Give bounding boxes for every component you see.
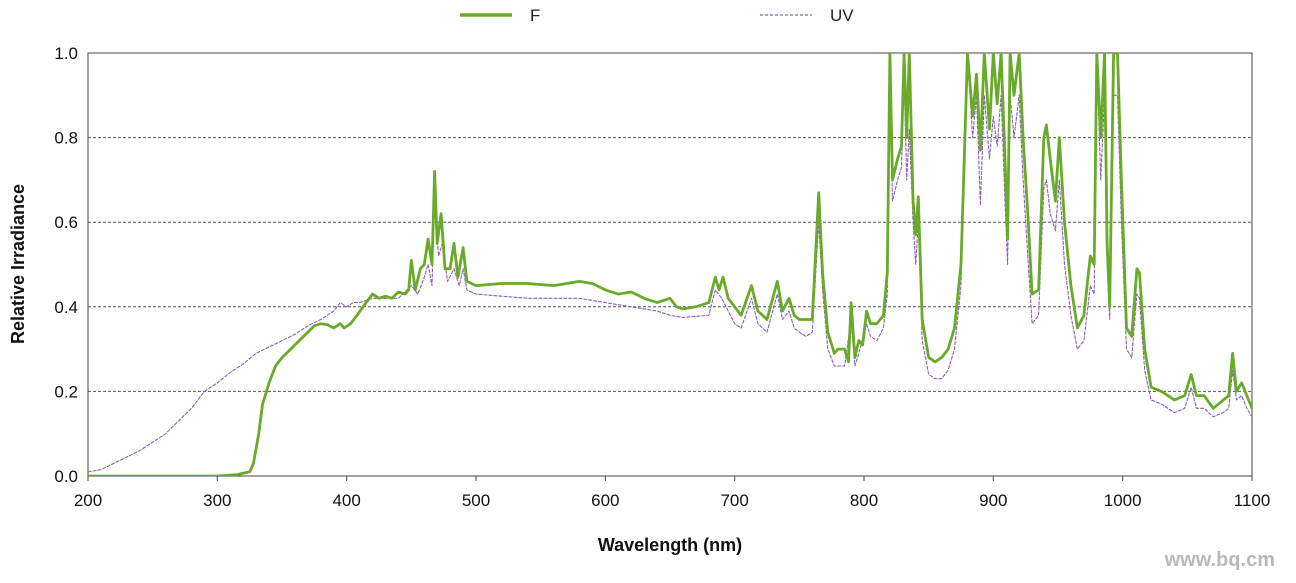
x-tick-label: 900: [979, 491, 1007, 510]
legend-label-f: F: [530, 6, 540, 25]
x-tick-label: 1100: [1234, 491, 1271, 510]
y-tick-labels: 0.0 0.2 0.4 0.6 0.8 1.0: [54, 44, 1253, 486]
y-tick-label: 0.8: [54, 129, 78, 148]
x-tick-label: 300: [203, 491, 231, 510]
y-tick-label: 0.6: [54, 213, 78, 232]
gridlines: [88, 137, 1252, 392]
legend-label-uv: UV: [830, 6, 854, 25]
x-tick-label: 500: [462, 491, 490, 510]
plot-frame: [87, 52, 1253, 477]
x-tick-labels: 200 300 400 500 600 700 800 900 1000 1100: [74, 491, 1270, 510]
x-tick-label: 700: [720, 491, 748, 510]
x-tick-label: 200: [74, 491, 102, 510]
y-axis-title: Relative Irradiance: [8, 184, 28, 344]
x-axis-title: Wavelength (nm): [598, 535, 742, 555]
y-tick-label: 1.0: [54, 44, 78, 63]
x-tick-label: 1000: [1104, 491, 1142, 510]
y-tick-label: 0.2: [54, 382, 78, 401]
x-tick-label: 800: [850, 491, 878, 510]
x-tick-label: 600: [591, 491, 619, 510]
legend: F UV: [460, 6, 854, 25]
series-group: [88, 53, 1252, 476]
series-line-f: [88, 53, 1252, 476]
x-tick-label: 400: [332, 491, 360, 510]
watermark: www.bq.cm: [1164, 549, 1275, 571]
y-tick-label: 0.4: [54, 298, 78, 317]
y-tick-label: 0.0: [54, 467, 78, 486]
